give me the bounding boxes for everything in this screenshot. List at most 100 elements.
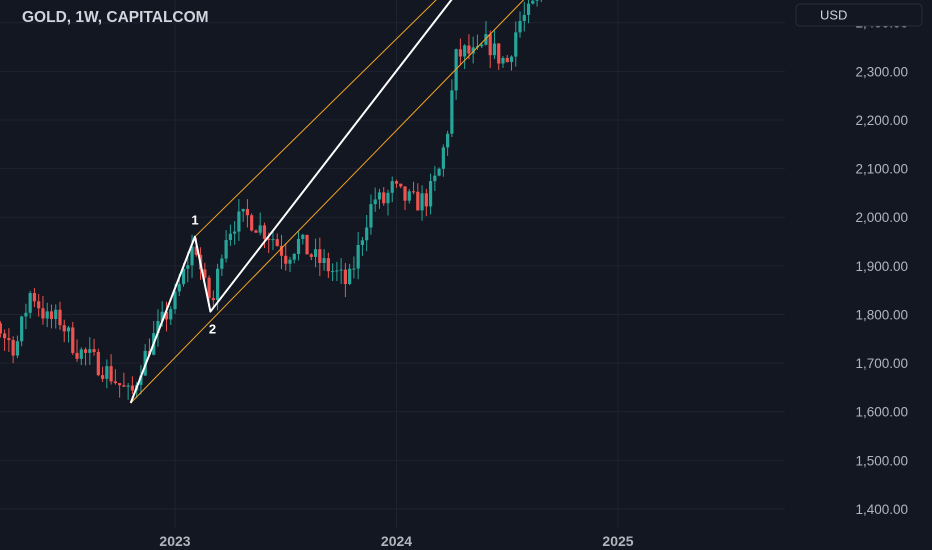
currency-button[interactable]: USD: [795, 3, 923, 27]
candle-body: [322, 258, 326, 263]
candle-body: [356, 245, 360, 269]
candle-body: [32, 293, 37, 302]
candle-body: [164, 311, 169, 320]
candle-body: [275, 239, 279, 246]
candle-body: [514, 32, 518, 57]
candle-body: [100, 375, 105, 379]
candle-body: [437, 168, 441, 176]
candle-body: [83, 349, 88, 353]
candle-body: [258, 225, 262, 233]
candle-body: [471, 47, 475, 54]
candle-body: [454, 49, 458, 91]
candle-body: [169, 309, 173, 320]
candle-body: [262, 225, 267, 239]
candle-body: [130, 385, 135, 391]
y-tick-label: 1,800.00: [855, 307, 908, 322]
candle-body: [497, 43, 501, 64]
candle-body: [160, 311, 164, 322]
y-tick-label: 2,200.00: [855, 113, 908, 128]
candle-body: [441, 147, 445, 169]
y-tick-label: 2,100.00: [855, 162, 908, 177]
candle-body: [446, 133, 450, 148]
candle-body: [288, 259, 292, 264]
candle-body: [279, 245, 284, 256]
wave-label-1: 1: [191, 213, 198, 228]
candle-body: [318, 249, 322, 263]
candle-body: [49, 311, 54, 319]
candle-body: [186, 265, 190, 269]
candle-body: [501, 57, 505, 64]
candle-body: [394, 181, 399, 184]
channel-line: [194, 0, 437, 238]
candle-body: [309, 254, 313, 257]
candle-body: [377, 192, 382, 200]
y-tick-label: 1,700.00: [855, 356, 908, 371]
x-tick-label: 2023: [159, 533, 190, 549]
price-axis[interactable]: 1,400.00 1,500.00 1,600.00 1,700.00 1,800.00…: [855, 0, 908, 517]
candle-body: [75, 352, 79, 359]
candle-body: [3, 333, 7, 339]
wave-label-2: 2: [209, 322, 216, 337]
candle-body: [284, 255, 288, 264]
candle-body: [467, 45, 471, 54]
chart-grid: [0, 0, 785, 528]
candle-body: [41, 308, 45, 319]
candle-body: [331, 271, 335, 273]
candle-body: [301, 234, 305, 239]
candle-body: [71, 327, 75, 353]
candlestick-series: [0, 0, 542, 400]
candle-body: [382, 192, 386, 204]
symbol-title[interactable]: GOLD, 1W, CAPITALCOM: [22, 9, 209, 26]
candle-body: [156, 321, 160, 334]
candle-body: [177, 284, 181, 292]
candle-body: [92, 349, 96, 352]
candle-body: [305, 234, 309, 255]
candle-body: [88, 349, 92, 353]
time-axis[interactable]: 2023 2024 2025: [159, 533, 633, 549]
candle-body: [207, 277, 211, 299]
candle-body: [535, 0, 539, 1]
candle-body: [45, 311, 49, 319]
candle-body: [54, 309, 58, 319]
candle-body: [407, 191, 411, 201]
candle-body: [190, 246, 194, 266]
currency-label: USD: [820, 8, 847, 23]
candle-body: [28, 293, 32, 313]
candle-body: [203, 269, 207, 278]
candle-body: [343, 269, 347, 285]
candle-body: [505, 57, 509, 63]
y-tick-label: 2,300.00: [855, 64, 908, 79]
channel-line: [130, 0, 525, 404]
candle-body: [416, 191, 420, 211]
candle-body: [228, 233, 232, 241]
candle-body: [267, 238, 271, 240]
candle-body: [352, 268, 356, 270]
candle-body: [339, 269, 343, 271]
candle-body: [118, 383, 122, 386]
elliott-wave[interactable]: [129, 0, 660, 404]
candle-body: [105, 366, 109, 379]
y-tick-label: 1,600.00: [855, 405, 908, 420]
candle-body: [390, 181, 394, 193]
candle-body: [526, 3, 531, 15]
candle-body: [250, 215, 254, 231]
candle-body: [424, 193, 428, 207]
candle-body: [458, 49, 462, 57]
candle-body: [126, 385, 130, 387]
candle-body: [20, 316, 24, 342]
x-tick-label: 2024: [381, 533, 412, 549]
candle-body: [11, 339, 15, 356]
candle-body: [233, 231, 237, 234]
trend-channel[interactable]: [130, 0, 656, 404]
y-tick-label: 1,900.00: [855, 259, 908, 274]
candle-body: [113, 381, 117, 384]
candle-body: [365, 227, 369, 241]
candle-body: [296, 238, 301, 254]
candle-body: [62, 325, 66, 332]
candle-body: [194, 246, 198, 255]
candle-body: [463, 45, 467, 57]
candle-body: [399, 183, 403, 187]
candle-body: [237, 211, 241, 232]
candle-body: [58, 309, 62, 326]
